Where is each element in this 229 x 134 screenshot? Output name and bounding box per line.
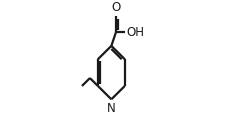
Text: O: O [111, 1, 120, 14]
Text: OH: OH [126, 26, 144, 39]
Text: N: N [106, 102, 115, 115]
